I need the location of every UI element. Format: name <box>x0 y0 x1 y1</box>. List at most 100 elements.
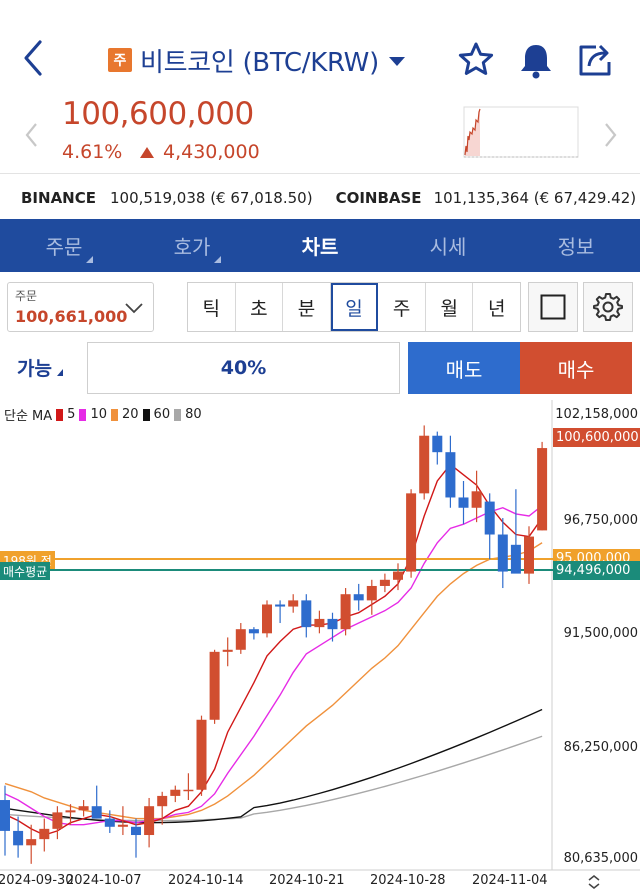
ma-legend-label: 10 <box>90 407 107 422</box>
ma60-line <box>4 708 543 824</box>
candle-body <box>275 604 286 607</box>
next-asset-button[interactable] <box>600 120 620 150</box>
candle-body <box>471 491 482 508</box>
period-minute[interactable]: 분 <box>283 283 331 331</box>
tab-label: 차트 <box>301 235 339 259</box>
alert-button[interactable] <box>516 40 556 80</box>
candle-body <box>379 579 390 586</box>
back-button[interactable] <box>14 36 54 82</box>
candle-body <box>183 789 194 792</box>
x-tick-label: 2024-10-28 <box>370 873 446 888</box>
x-tick-label: 2024-10-21 <box>269 873 345 888</box>
candle-body <box>262 604 272 634</box>
period-day[interactable]: 일 <box>330 283 379 331</box>
candle-body <box>340 594 351 630</box>
caret-down-icon <box>388 56 405 66</box>
quantity-percent-select[interactable]: 40% <box>87 342 400 394</box>
candle-body <box>65 810 76 813</box>
tab-label: 정보 <box>557 235 595 259</box>
asset-title-dropdown[interactable]: 주 비트코인 (BTC/KRW) <box>108 40 405 80</box>
period-week[interactable]: 주 <box>378 283 426 331</box>
ma10-line <box>4 505 543 826</box>
ma-legend: 단순 MA 5 10 20 60 80 <box>4 405 202 424</box>
candle-body <box>327 618 338 630</box>
candle-body <box>144 806 155 836</box>
tab-order[interactable]: 주문 <box>0 219 128 272</box>
order-select-value: 100,661,000 <box>15 307 128 326</box>
chevron-left-icon <box>24 40 42 76</box>
candle-body <box>209 651 220 720</box>
corner-mark-icon <box>86 256 93 263</box>
order-select-label: 주문 <box>15 289 38 303</box>
change-amount-value: 4,430,000 <box>163 141 260 163</box>
sell-button[interactable]: 매도 <box>408 342 520 394</box>
candle-body <box>432 435 443 453</box>
candle-body <box>484 501 495 535</box>
square-icon <box>540 294 566 320</box>
share-button[interactable] <box>576 40 616 80</box>
candle-body <box>104 818 115 827</box>
candle-body <box>235 629 246 650</box>
candle-body <box>393 571 403 580</box>
candle-body <box>406 493 417 572</box>
ma-legend-prefix: 단순 MA <box>4 409 53 424</box>
exchange-prices: BINANCE 100,519,038 (€ 67,018.50) COINBA… <box>0 178 640 218</box>
triangle-up-icon <box>140 146 154 158</box>
tab-info[interactable]: 정보 <box>512 219 640 272</box>
candle-body <box>458 497 469 508</box>
y-tick-label: 86,250,000 <box>563 740 638 755</box>
price-chart[interactable] <box>0 400 640 895</box>
x-tick-label: 2024-09-30 <box>0 873 74 888</box>
tab-quotes[interactable]: 시세 <box>384 219 512 272</box>
corner-mark-icon <box>56 369 63 376</box>
prev-asset-button[interactable] <box>22 120 42 150</box>
chart-settings-button[interactable] <box>583 282 633 332</box>
period-selector: 틱 초 분 일 주 월 년 <box>187 282 521 332</box>
bell-icon <box>521 45 551 79</box>
ma-legend-label: 5 <box>67 407 76 422</box>
candle-body <box>157 795 168 807</box>
candle-body <box>248 629 259 634</box>
sparkline-chart <box>463 106 579 158</box>
resize-handle-icon[interactable] <box>586 874 602 890</box>
exchange-name: COINBASE <box>335 189 422 207</box>
period-month[interactable]: 월 <box>426 283 474 331</box>
asset-type-badge: 주 <box>108 48 132 72</box>
period-tick[interactable]: 틱 <box>188 283 236 331</box>
divider <box>0 173 640 174</box>
favorite-button[interactable] <box>456 40 496 80</box>
candle-body <box>196 719 207 790</box>
candle-body <box>366 585 377 601</box>
candlestick-chart <box>0 400 640 895</box>
fullscreen-button[interactable] <box>528 282 578 332</box>
buy-button[interactable]: 매수 <box>520 342 632 394</box>
corner-mark-icon <box>214 256 221 263</box>
candle-body <box>445 452 456 498</box>
y-tick-label: 91,500,000 <box>563 626 638 641</box>
tab-orderbook[interactable]: 호가 <box>128 219 256 272</box>
exchange-value: 100,519,038 (€ 67,018.50) <box>110 189 313 207</box>
candle-body <box>419 435 430 494</box>
candle-body <box>78 806 89 811</box>
y-tick-label: 80,635,000 <box>563 851 638 866</box>
ma-swatch <box>111 408 118 421</box>
y-tick-label: 102,158,000 <box>555 407 638 422</box>
candle-body <box>91 806 102 819</box>
order-price-select[interactable]: 주문 100,661,000 <box>7 282 154 332</box>
period-second[interactable]: 초 <box>236 283 284 331</box>
candle-body <box>497 534 508 572</box>
candle-body <box>131 826 141 836</box>
avg-buy-line-tag: 매수평균 <box>0 562 51 580</box>
candle-body <box>52 812 63 829</box>
tab-chart[interactable]: 차트 <box>256 219 384 272</box>
candle-body <box>13 830 24 846</box>
available-toggle[interactable]: 가능 <box>17 354 63 381</box>
change-percent: 4.61% <box>62 141 123 163</box>
period-year[interactable]: 년 <box>488 297 506 320</box>
candle-body <box>39 828 50 840</box>
top-header: 주 비트코인 (BTC/KRW) <box>0 0 640 120</box>
mini-sparkline[interactable] <box>463 106 579 158</box>
current-price-tag: 100,600,000 <box>553 428 640 447</box>
current-price: 100,600,000 <box>62 96 254 132</box>
ma-legend-label: 60 <box>153 407 171 422</box>
